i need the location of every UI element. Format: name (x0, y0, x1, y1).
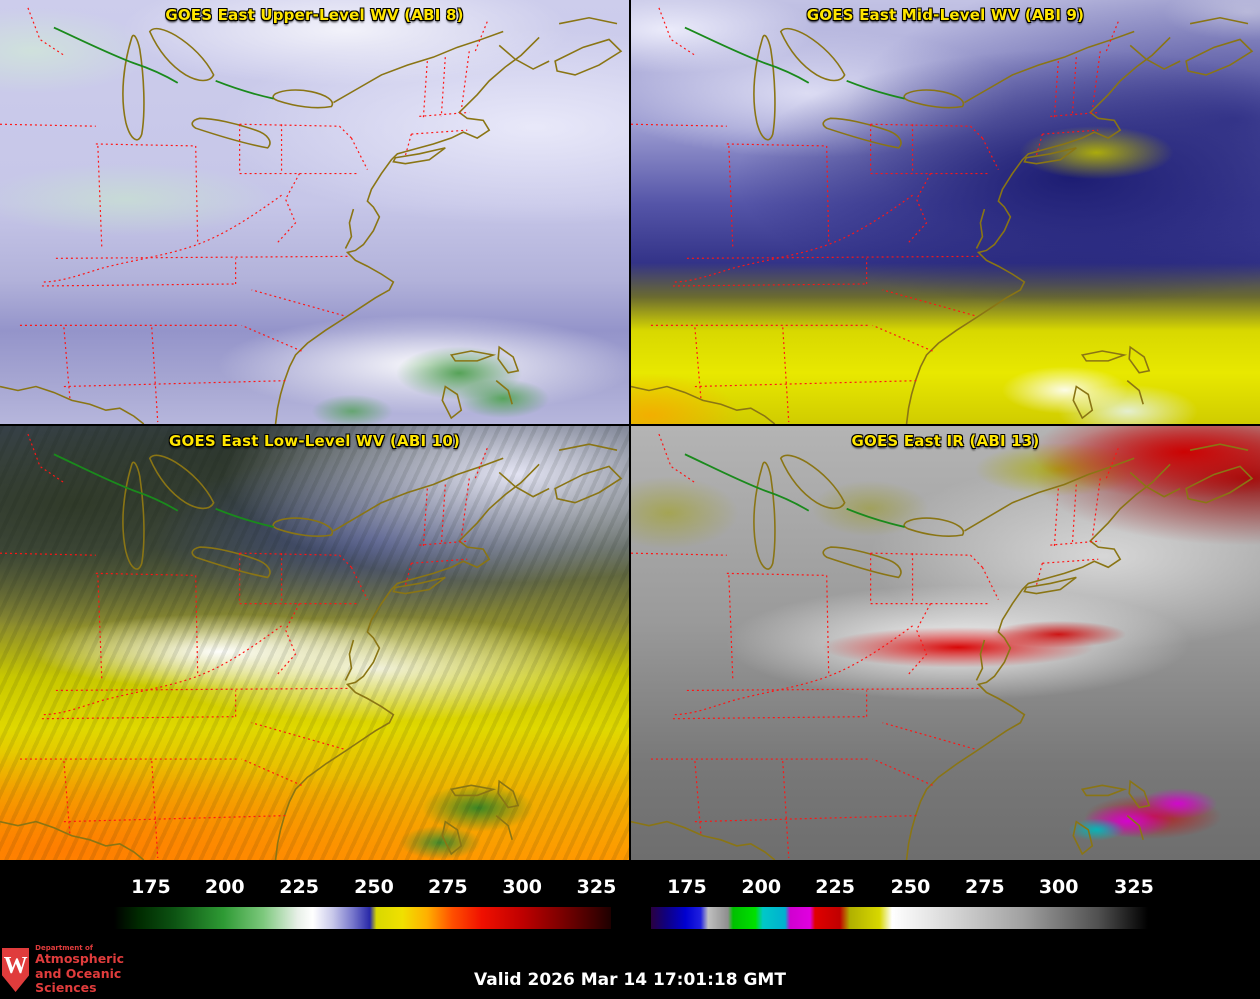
panel-title-abi10: GOES East Low-Level WV (ABI 10) (168, 432, 461, 450)
colorbar-tick-label: 325 (1114, 876, 1154, 898)
colorbar-tick-label: 300 (1038, 876, 1079, 898)
colorbar-tick-label: 225 (279, 876, 319, 898)
wv-colorbar-ticks: 175 200 225 250 275 300 325 (113, 860, 616, 906)
colorbar-tick-label: 325 (576, 876, 617, 898)
colorbar-tick-label: 200 (741, 876, 782, 898)
panel-title-abi13: GOES East IR (ABI 13) (851, 432, 1040, 450)
satellite-imagery-abi8 (0, 0, 629, 424)
colorbar-tick-label: 300 (502, 876, 543, 898)
colorbar-tick-label: 250 (890, 876, 931, 898)
colorbar-tick-label: 175 (667, 876, 707, 898)
ir-colorbar: 175 200 225 250 275 300 325 (650, 860, 1154, 930)
uw-aos-logo-text: Department of Atmospheric and Oceanic Sc… (35, 944, 164, 995)
basemap-overlay (631, 433, 1253, 860)
colorbar-tick-label: 275 (427, 876, 468, 898)
uw-aos-logo: W Department of Atmospheric and Oceanic … (0, 943, 164, 997)
colorbar-tick-label: 200 (204, 876, 245, 898)
ir-colorbar-gradient (650, 906, 1149, 930)
panel-upper-level-wv: GOES East Upper-Level WV (ABI 8) (0, 0, 629, 424)
legend-row: 175 200 225 250 275 300 325 175 200 225 250 275 300… (0, 860, 1260, 940)
logo-line-2: and Oceanic Sciences (35, 965, 122, 996)
quadpanel-grid: GOES East Upper-Level WV (ABI 8) GOES Ea… (0, 0, 1260, 860)
colorbar-tick-label: 225 (815, 876, 855, 898)
basemap-overlay (0, 6, 622, 424)
basemap-overlay (631, 6, 1253, 424)
colorbar-tick-label: 275 (964, 876, 1005, 898)
panel-title-abi9: GOES East Mid-Level WV (ABI 9) (806, 6, 1085, 24)
panel-mid-level-wv: GOES East Mid-Level WV (ABI 9) (631, 0, 1260, 424)
basemap-overlay (0, 433, 622, 860)
panel-title-abi8: GOES East Upper-Level WV (ABI 8) (165, 6, 464, 24)
satellite-imagery-abi9 (631, 0, 1260, 424)
colorbar-tick-label: 175 (131, 876, 171, 898)
footer: W Department of Atmospheric and Oceanic … (0, 940, 1260, 999)
valid-time: Valid 2026 Mar 14 17:01:18 GMT (474, 970, 786, 990)
colorbar-tick-label: 250 (354, 876, 394, 898)
satellite-imagery-abi10 (0, 426, 629, 860)
satellite-imagery-abi13 (631, 426, 1260, 860)
wv-colorbar: 175 200 225 250 275 300 325 (113, 860, 616, 930)
wv-colorbar-gradient (113, 906, 612, 930)
panel-low-level-wv: GOES East Low-Level WV (ABI 10) (0, 426, 629, 860)
logo-dept-line: Department of (35, 944, 93, 953)
ir-colorbar-ticks: 175 200 225 250 275 300 325 (650, 860, 1154, 906)
logo-line-1: Atmospheric (35, 951, 125, 967)
panel-ir: GOES East IR (ABI 13) (631, 426, 1260, 860)
